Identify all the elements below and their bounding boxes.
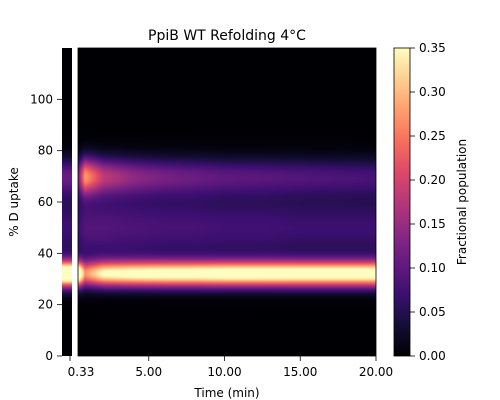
heatmap-area — [77, 47, 377, 357]
y-tick-label: 40 — [38, 246, 53, 260]
y-tick-label: 60 — [38, 195, 53, 209]
x-tick-label: 10.00 — [207, 365, 241, 379]
y-axis: 0 20 40 60 80 100 — [30, 92, 62, 363]
x-tick-label: 5.00 — [135, 365, 162, 379]
colorbar-ticks: 0.00 0.05 0.10 0.15 0.20 0.25 0.30 0.35 — [410, 41, 446, 363]
y-tick-label: 20 — [38, 298, 53, 312]
x-tick-label: 20.00 — [359, 365, 393, 379]
y-tick-label: 0 — [45, 349, 53, 363]
y-tick-label: 100 — [30, 92, 53, 106]
colorbar-tick-label: 0.10 — [419, 261, 446, 275]
x-axis-label: Time (min) — [193, 386, 259, 400]
chart-title: PpiB WT Refolding 4°C — [148, 28, 306, 44]
colorbar-tick-label: 0.05 — [419, 305, 446, 319]
initial-time-strip — [62, 48, 72, 356]
colorbar-tick-label: 0.20 — [419, 173, 446, 187]
colorbar-tick-label: 0.00 — [419, 349, 446, 363]
colorbar: 0.00 0.05 0.10 0.15 0.20 0.25 0.30 0.35 Fractio… — [393, 41, 469, 363]
colorbar-tick-label: 0.15 — [419, 217, 446, 231]
colorbar-label: Fractional population — [455, 139, 469, 265]
y-axis-label: % D uptake — [7, 167, 21, 236]
colorbar-tick-label: 0.35 — [419, 41, 446, 55]
colorbar-tick-label: 0.25 — [419, 129, 446, 143]
colorbar-tick-label: 0.30 — [419, 85, 446, 99]
x-tick-label: 0.33 — [68, 365, 95, 379]
x-axis: 0.33 5.00 10.00 15.00 20.00 — [68, 356, 393, 379]
x-tick-label: 15.00 — [283, 365, 317, 379]
y-tick-label: 80 — [38, 144, 53, 158]
